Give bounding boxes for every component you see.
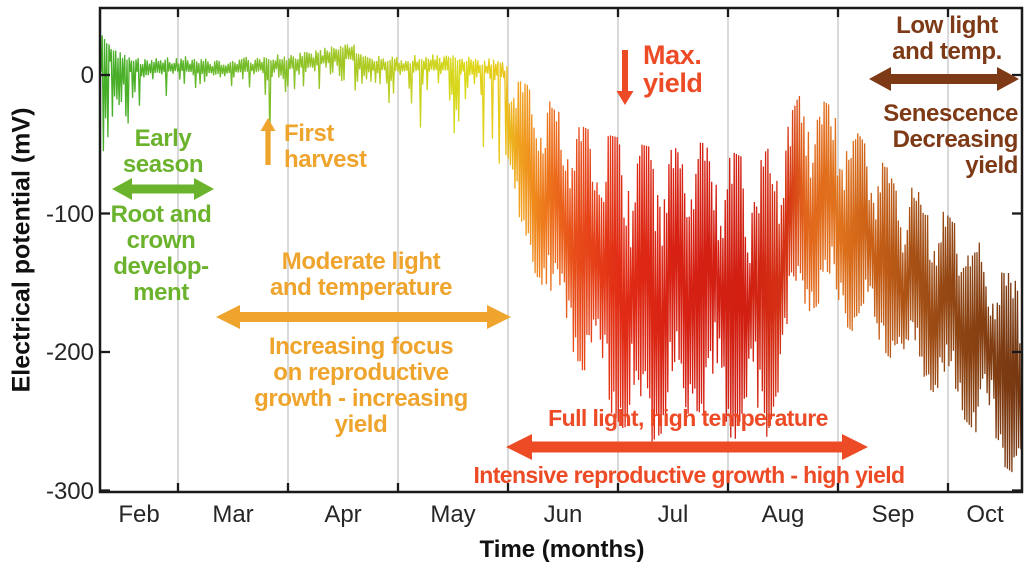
moderate-light-span-arrow	[216, 305, 511, 329]
annotation-moderate-light: Moderate light and temperature	[269, 248, 453, 301]
y-tick-label: -200	[45, 339, 94, 366]
annotation-max-yield: Max. yield	[643, 40, 703, 98]
x-axis-label: Time (months)	[479, 536, 645, 563]
annotation-low-light: Low light and temp.	[892, 12, 1002, 65]
x-tick-label: Mar	[212, 501, 254, 528]
signal-line	[100, 35, 1022, 473]
low-light-span-arrow	[869, 67, 1019, 91]
y-tick-label: 0	[80, 62, 94, 89]
x-tick-label: Jul	[657, 501, 689, 528]
x-tick-label: May	[430, 501, 476, 528]
full-light-span-arrow	[506, 434, 868, 460]
x-tick-label: Jun	[543, 501, 583, 528]
annotation-intensive-growth: Intensive reproductive growth - high yie…	[473, 462, 905, 488]
annotation-full-light: Full light, high temperature	[548, 405, 828, 431]
max-yield-down-arrow	[616, 50, 634, 105]
x-tick-label: Oct	[966, 501, 1004, 528]
axes-box	[98, 6, 1024, 494]
x-tick-label: Sep	[871, 501, 915, 528]
annotation-first-harvest: First harvest	[284, 120, 367, 173]
y-tick-label: -300	[45, 477, 94, 505]
x-tick-label: Aug	[761, 501, 805, 528]
y-axis-label: Electrical potential (mV)	[7, 107, 36, 393]
plot-border	[98, 6, 1024, 494]
y-tick-label: -100	[45, 200, 94, 228]
first-harvest-up-arrow	[260, 118, 276, 165]
annotation-senescence: Senescence Decreasing yield	[883, 100, 1018, 179]
annotation-increasing-focus: Increasing focus on reproductive growth …	[254, 333, 468, 438]
x-tick-label: Feb	[118, 501, 160, 528]
early-season-span-arrow	[112, 178, 214, 200]
annotation-early-season: Early season	[122, 125, 204, 178]
x-tick-label: Apr	[324, 501, 362, 528]
annotation-root-crown-development: Root and crown develop- ment	[110, 201, 212, 306]
